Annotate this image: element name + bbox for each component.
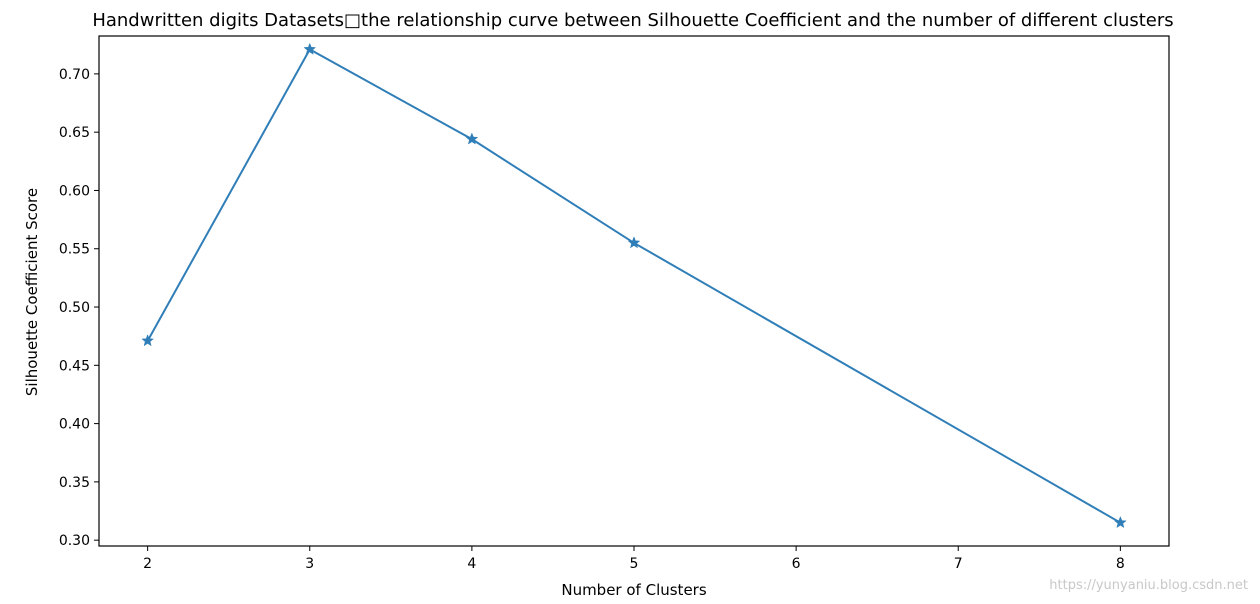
y-tick-label: 0.65	[59, 125, 90, 141]
y-tick-label: 0.35	[59, 475, 90, 491]
data-point-star	[627, 236, 641, 249]
y-axis-ticks: 0.30 0.35 0.40 0.45 0.50 0.55 0.60 0.65 0.70	[59, 67, 99, 549]
y-tick-label: 0.50	[59, 300, 90, 316]
y-tick-label: 0.40	[59, 417, 90, 433]
plot-area	[98, 35, 1170, 547]
x-tick-label: 3	[305, 556, 314, 572]
series-line	[146, 48, 1121, 524]
chart-title: Handwritten digits Datasets□the relation…	[92, 10, 1173, 31]
y-tick-label: 0.60	[59, 183, 90, 199]
y-tick-label: 0.30	[59, 533, 90, 549]
x-tick-label: 6	[792, 556, 801, 572]
x-tick-label: 8	[1116, 556, 1125, 572]
y-tick-label: 0.70	[59, 67, 90, 83]
x-tick-label: 4	[467, 556, 476, 572]
x-tick-label: 2	[143, 556, 152, 572]
y-axis-label: Silhouette Coefficient Score	[23, 188, 41, 396]
data-point-star	[1114, 516, 1127, 529]
data-point-star	[141, 334, 154, 347]
x-axis-ticks: 2 3 4 5 6 7 8	[143, 546, 1125, 572]
watermark-text: https://yunyaniu.blog.csdn.net	[1049, 578, 1248, 593]
x-tick-label: 5	[630, 556, 639, 572]
x-axis-label: Number of Clusters	[561, 581, 706, 599]
data-point-star	[303, 42, 317, 55]
x-tick-label: 7	[954, 556, 963, 572]
data-point-star	[465, 132, 479, 145]
y-tick-label: 0.45	[59, 358, 90, 374]
series-line-group	[141, 42, 1127, 529]
y-tick-label: 0.55	[59, 242, 90, 258]
plot-border	[98, 35, 1170, 547]
